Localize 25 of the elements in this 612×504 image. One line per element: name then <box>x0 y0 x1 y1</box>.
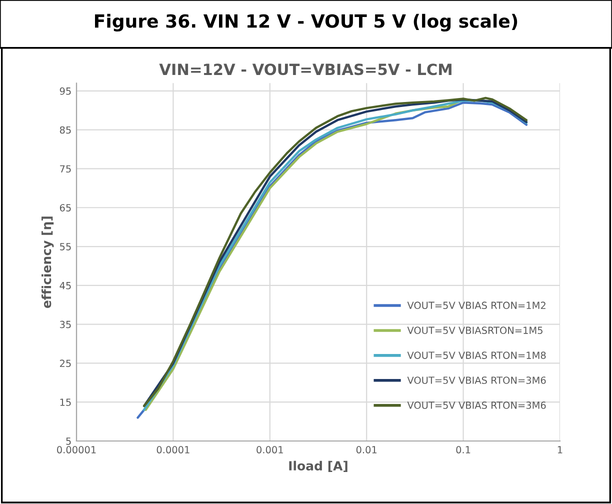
y-tick-label: 25 <box>60 360 71 368</box>
x-tick-label: 0.001 <box>256 446 283 454</box>
y-tick-label: 85 <box>60 126 71 134</box>
y-tick-label: 35 <box>60 320 71 328</box>
chart-title: Figure 36. VIN 12 V - VOUT 5 V (log scale) <box>95 14 518 32</box>
x-tick-label: 0.01 <box>356 446 377 454</box>
legend-label: VOUT=5V VBIAS RTON=1M2 <box>407 302 546 310</box>
y-tick-label: 45 <box>60 282 71 290</box>
y-tick-label: 95 <box>60 87 71 95</box>
x-tick-label: 0.0001 <box>156 446 190 454</box>
y-tick-label: 15 <box>60 398 71 406</box>
legend-label: VOUT=5V VBIAS RTON=1M8 <box>407 352 546 359</box>
y-tick-label: 55 <box>60 243 71 250</box>
y-tick-label: 5 <box>66 438 71 445</box>
x-tick-label: 1 <box>558 446 562 454</box>
y-tick-label: 75 <box>60 165 71 173</box>
x-tick-label: 0.1 <box>456 446 470 454</box>
x-tick-label: 0.00001 <box>57 446 96 454</box>
y-tick-label: 65 <box>60 204 71 212</box>
legend-label: VOUT=5V VBIAS RTON=3M6 <box>407 402 546 409</box>
x-axis-title: Iload [A] <box>289 460 348 472</box>
chart-subtitle: VIN=12V - VOUT=VBIAS=5V - LCM <box>159 64 452 76</box>
y-axis-title: efficiency [η] <box>42 216 54 308</box>
legend-label: VOUT=5V VBIASRTON=1M5 <box>407 326 542 334</box>
legend-label: VOUT=5V VBIAS RTON=3M6 <box>407 376 546 384</box>
